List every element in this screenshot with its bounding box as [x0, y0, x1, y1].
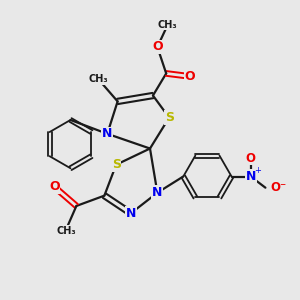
- Text: N: N: [245, 170, 256, 183]
- Text: O: O: [246, 152, 256, 165]
- Text: CH₃: CH₃: [56, 226, 76, 236]
- Text: CH₃: CH₃: [89, 74, 108, 84]
- Text: N: N: [102, 127, 112, 140]
- Text: N: N: [126, 207, 136, 220]
- Text: O: O: [152, 40, 163, 53]
- Text: +: +: [254, 166, 261, 175]
- Text: S: S: [112, 158, 121, 171]
- Text: O⁻: O⁻: [271, 181, 287, 194]
- Text: N: N: [152, 186, 163, 199]
- Text: O: O: [49, 180, 60, 193]
- Text: CH₃: CH₃: [158, 20, 178, 30]
- Text: S: S: [165, 111, 174, 124]
- Text: O: O: [184, 70, 195, 83]
